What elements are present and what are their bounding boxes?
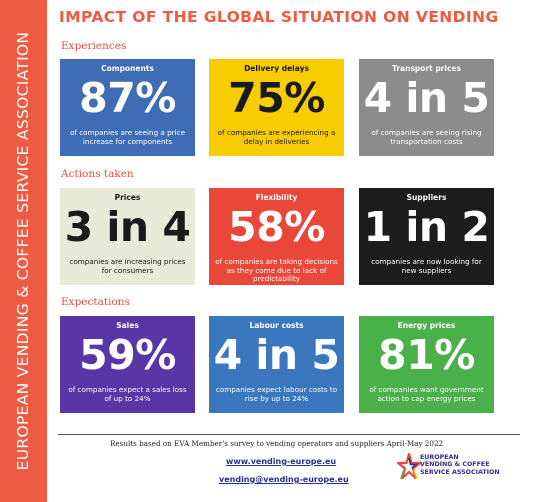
card-description: of companies are experiencing a delay in… [217, 128, 336, 146]
section-label-actions-taken: Actions taken [61, 168, 134, 180]
card-title: Transport prices [392, 64, 461, 73]
eva-logo: EUROPEAN VENDING & COFFEE SERVICE ASSOCI… [396, 450, 526, 490]
card-description: companies are now looking for new suppli… [371, 257, 482, 275]
card-description: of companies want government action to c… [369, 385, 484, 403]
card-figure: 59% [79, 331, 176, 379]
card-title: Components [101, 64, 154, 73]
page-title: IMPACT OF THE GLOBAL SITUATION ON VENDIN… [59, 8, 499, 26]
sidebar-association-name: EUROPEAN VENDING & COFFEE SERVICE ASSOCI… [14, 31, 32, 471]
logo-text-line-2: VENDING & COFFEE [420, 461, 490, 469]
footer-divider [58, 434, 520, 435]
card-figure: 75% [228, 74, 325, 122]
card-title: Labour costs [249, 321, 304, 330]
section-label-expectations: Expectations [61, 296, 130, 308]
card-description: of companies are seeing a price increase… [69, 128, 185, 146]
stat-card-flexibility: Flexibility 58% of companies are taking … [209, 188, 344, 285]
card-title: Prices [114, 193, 141, 202]
email-link[interactable]: vending@vending-europe.eu [219, 475, 349, 484]
stat-card-suppliers: Suppliers 1 in 2 companies are now looki… [359, 188, 494, 285]
stat-card-sales: Sales 59% of companies expect a sales lo… [60, 316, 195, 413]
card-title: Energy prices [397, 321, 456, 330]
card-description: companies are increasing prices for cons… [69, 257, 186, 275]
stat-card-transport-prices: Transport prices 4 in 5 of companies are… [359, 59, 494, 156]
card-description: companies expect labour costs to rise by… [215, 385, 338, 403]
logo-text-line-3: SERVICE ASSOCIATION [420, 468, 500, 476]
star-logo-icon [396, 452, 422, 480]
card-figure: 4 in 5 [213, 331, 340, 379]
stat-card-labour-costs: Labour costs 4 in 5 companies expect lab… [209, 316, 344, 413]
stat-card-energy-prices: Energy prices 81% of companies want gove… [359, 316, 494, 413]
section-label-experiences: Experiences [61, 40, 127, 52]
card-title: Delivery delays [244, 64, 309, 73]
stat-card-delivery-delays: Delivery delays 75% of companies are exp… [209, 59, 344, 156]
card-figure: 58% [228, 203, 325, 251]
card-figure: 87% [79, 74, 176, 122]
card-figure: 3 in 4 [64, 203, 191, 251]
card-title: Suppliers [406, 193, 447, 202]
card-description: of companies are seeing rising transport… [371, 128, 482, 146]
card-title: Flexibility [255, 193, 298, 202]
card-figure: 4 in 5 [363, 74, 490, 122]
logo-text-line-1: EUROPEAN [420, 454, 459, 461]
stat-card-components: Components 87% of companies are seeing a… [60, 59, 195, 156]
card-description: of companies expect a sales loss of up t… [68, 385, 187, 403]
card-title: Sales [116, 321, 139, 330]
survey-source-note: Results based on EVA Member's survey to … [110, 439, 444, 448]
stat-card-prices: Prices 3 in 4 companies are increasing p… [60, 188, 195, 285]
sidebar: EUROPEAN VENDING & COFFEE SERVICE ASSOCI… [0, 0, 47, 502]
card-description: of companies are taking decisions as the… [215, 257, 338, 284]
card-figure: 1 in 2 [363, 203, 490, 251]
website-link[interactable]: www.vending-europe.eu [226, 457, 337, 466]
card-figure: 81% [378, 331, 475, 379]
